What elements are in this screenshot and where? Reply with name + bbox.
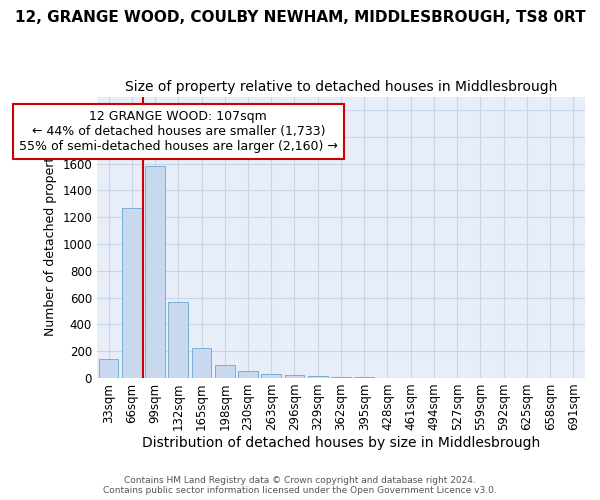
Text: Contains HM Land Registry data © Crown copyright and database right 2024.
Contai: Contains HM Land Registry data © Crown c…	[103, 476, 497, 495]
Bar	[284, 376, 304, 378]
Text: 12 GRANGE WOOD: 107sqm
← 44% of detached houses are smaller (1,733)
55% of semi-: 12 GRANGE WOOD: 107sqm ← 44% of detached…	[19, 110, 338, 153]
Title: Size of property relative to detached houses in Middlesbrough: Size of property relative to detached ho…	[125, 80, 557, 94]
Bar	[145, 166, 165, 378]
X-axis label: Distribution of detached houses by size in Middlesbrough: Distribution of detached houses by size …	[142, 436, 540, 450]
Bar	[215, 365, 235, 378]
Bar	[191, 348, 211, 378]
Bar	[262, 374, 281, 378]
Bar	[169, 302, 188, 378]
Bar	[122, 208, 142, 378]
Bar	[238, 372, 258, 378]
Bar	[98, 359, 118, 378]
Bar	[308, 376, 328, 378]
Text: 12, GRANGE WOOD, COULBY NEWHAM, MIDDLESBROUGH, TS8 0RT: 12, GRANGE WOOD, COULBY NEWHAM, MIDDLESB…	[14, 10, 586, 25]
Y-axis label: Number of detached properties: Number of detached properties	[44, 139, 57, 336]
